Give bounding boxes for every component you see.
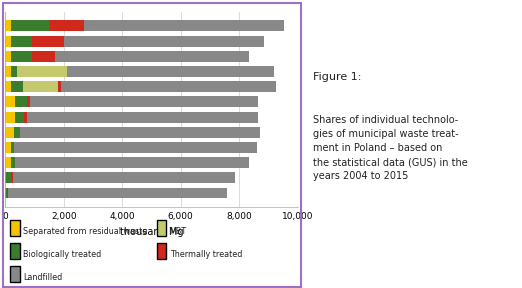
- Bar: [31, 51, 55, 62]
- Text: Figure 1:: Figure 1:: [313, 72, 362, 82]
- Bar: [5, 172, 11, 183]
- Bar: [11, 172, 13, 183]
- Bar: [61, 81, 276, 92]
- Bar: [5, 187, 7, 198]
- Bar: [11, 142, 14, 153]
- Bar: [24, 111, 27, 122]
- Bar: [31, 36, 64, 47]
- Text: Biologically treated: Biologically treated: [23, 250, 102, 259]
- Bar: [30, 96, 258, 107]
- Bar: [11, 157, 16, 168]
- Bar: [27, 111, 258, 122]
- Bar: [11, 20, 49, 31]
- Bar: [5, 142, 11, 153]
- Text: Thermally treated: Thermally treated: [170, 250, 242, 259]
- Bar: [5, 157, 11, 168]
- Bar: [5, 66, 11, 77]
- Bar: [16, 157, 250, 168]
- Bar: [13, 172, 235, 183]
- Bar: [5, 81, 11, 92]
- Bar: [58, 81, 61, 92]
- Bar: [5, 51, 11, 62]
- Bar: [17, 66, 67, 77]
- Bar: [20, 127, 259, 138]
- Bar: [11, 36, 31, 47]
- Bar: [11, 66, 17, 77]
- Bar: [5, 111, 16, 122]
- Bar: [8, 187, 228, 198]
- Bar: [14, 127, 20, 138]
- Text: Landfilled: Landfilled: [23, 273, 63, 283]
- Bar: [11, 81, 23, 92]
- Bar: [7, 187, 8, 198]
- Bar: [49, 20, 84, 31]
- Text: MBT: MBT: [170, 227, 187, 236]
- Bar: [23, 81, 58, 92]
- Bar: [16, 111, 24, 122]
- Bar: [84, 20, 284, 31]
- Bar: [67, 66, 274, 77]
- Bar: [16, 96, 27, 107]
- Bar: [14, 142, 257, 153]
- Text: Shares of individual technolo-
gies of municipal waste treat-
ment in Poland – b: Shares of individual technolo- gies of m…: [313, 115, 468, 181]
- Bar: [11, 51, 31, 62]
- Bar: [5, 36, 11, 47]
- Bar: [5, 20, 11, 31]
- Bar: [27, 96, 30, 107]
- Bar: [5, 96, 16, 107]
- Bar: [55, 51, 250, 62]
- Text: Separated from residual waste: Separated from residual waste: [23, 227, 148, 236]
- X-axis label: thousand Mg: thousand Mg: [120, 227, 183, 237]
- Bar: [64, 36, 264, 47]
- Bar: [5, 127, 14, 138]
